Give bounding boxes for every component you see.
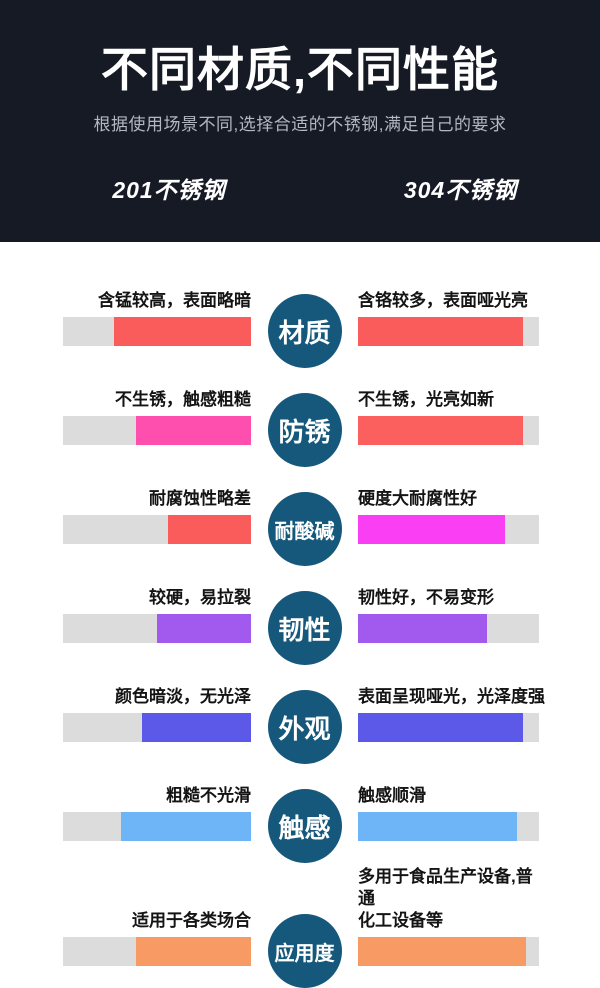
bar-track [63,416,251,445]
comparison-board: 含锰较高，表面略暗 材质 含铬较多，表面哑光亮 不生锈，触感粗糙 防锈 不生锈，… [0,242,600,988]
bar-track [358,713,539,742]
comparison-row-toughness: 较硬，易拉裂 韧性 韧性好，不易变形 [63,569,539,665]
left-cell: 较硬，易拉裂 [63,587,251,643]
left-note: 适用于各类场合 [132,911,251,931]
right-note: 触感顺滑 [358,785,426,805]
column-header-201: 201不锈钢 [112,176,226,203]
right-cell: 含铬较多，表面哑光亮 [358,290,539,346]
right-cell: 表面呈现哑光，光泽度强 [358,686,545,742]
right-note: 表面呈现哑光，光泽度强 [358,686,545,706]
bar-track [63,317,251,346]
category-badge: 触感 [267,789,342,863]
left-note: 粗糙不光滑 [166,785,251,805]
bar-fill [168,515,251,544]
left-note: 耐腐蚀性略差 [149,488,251,508]
comparison-row-rust: 不生锈，触感粗糙 防锈 不生锈，光亮如新 [63,371,539,467]
category-badge: 防锈 [267,393,342,467]
bar-track [358,515,539,544]
bar-track [63,937,251,967]
category-badge: 韧性 [267,591,342,665]
left-cell: 适用于各类场合 [63,910,251,967]
left-cell: 颜色暗淡，无光泽 [63,686,251,742]
bar-fill [358,515,505,544]
bar-fill [136,416,251,445]
comparison-row-appearance: 颜色暗淡，无光泽 外观 表面呈现哑光，光泽度强 [63,668,545,764]
category-badge: 应用度 [267,914,342,988]
left-note: 较硬，易拉裂 [149,587,251,607]
bar-fill [358,812,518,841]
bar-track [358,937,539,967]
right-cell: 硬度大耐腐性好 [358,488,539,544]
comparison-row-acid: 耐腐蚀性略差 耐酸碱 硬度大耐腐性好 [63,470,539,566]
right-note: 含铬较多，表面哑光亮 [358,290,528,310]
page-title: 不同材质,不同性能 [100,43,500,96]
comparison-row-material: 含锰较高，表面略暗 材质 含铬较多，表面哑光亮 [63,272,539,368]
right-note: 不生锈，光亮如新 [358,389,494,409]
comparison-row-application: 适用于各类场合 应用度 多用于食品生产设备,普通 化工设备等 [63,866,539,988]
bar-fill [136,937,251,967]
bar-fill [358,614,487,643]
bar-fill [121,812,251,841]
column-header-304: 304不锈钢 [403,176,518,203]
right-cell: 不生锈，光亮如新 [358,389,539,445]
bar-fill [358,317,523,346]
bar-track [358,416,539,445]
right-cell: 触感顺滑 [358,785,539,841]
bar-fill [141,713,251,742]
left-cell: 含锰较高，表面略暗 [63,290,251,346]
bar-fill [157,614,251,643]
right-note: 多用于食品生产设备,普通 化工设备等 [358,867,533,931]
left-note: 不生锈，触感粗糙 [115,389,251,409]
bar-track [358,614,539,643]
left-cell: 粗糙不光滑 [63,785,251,841]
bar-fill [358,937,527,967]
right-note: 硬度大耐腐性好 [358,488,477,508]
right-note: 韧性好，不易变形 [358,587,494,607]
page-subtitle: 根据使用场景不同,选择合适的不锈钢,满足自己的要求 [93,114,507,134]
category-badge: 材质 [267,294,342,368]
header-banner: 不同材质,不同性能 根据使用场景不同,选择合适的不锈钢,满足自己的要求 201不… [0,0,600,242]
bar-fill [358,713,523,742]
category-badge: 外观 [267,690,342,764]
bar-track [63,812,251,841]
bar-fill [358,416,523,445]
bar-track [358,812,539,841]
bar-track [63,515,251,544]
comparison-row-touch: 粗糙不光滑 触感 触感顺滑 [63,767,539,863]
left-cell: 不生锈，触感粗糙 [63,389,251,445]
bar-track [63,614,251,643]
left-note: 颜色暗淡，无光泽 [115,686,251,706]
right-cell: 多用于食品生产设备,普通 化工设备等 [358,866,539,967]
right-cell: 韧性好，不易变形 [358,587,539,643]
bar-track [358,317,539,346]
category-badge: 耐酸碱 [267,492,342,566]
bar-fill [113,317,251,346]
bar-track [63,713,251,742]
column-headers: 201不锈钢 304不锈钢 [0,171,600,205]
left-cell: 耐腐蚀性略差 [63,488,251,544]
left-note: 含锰较高，表面略暗 [98,290,251,310]
